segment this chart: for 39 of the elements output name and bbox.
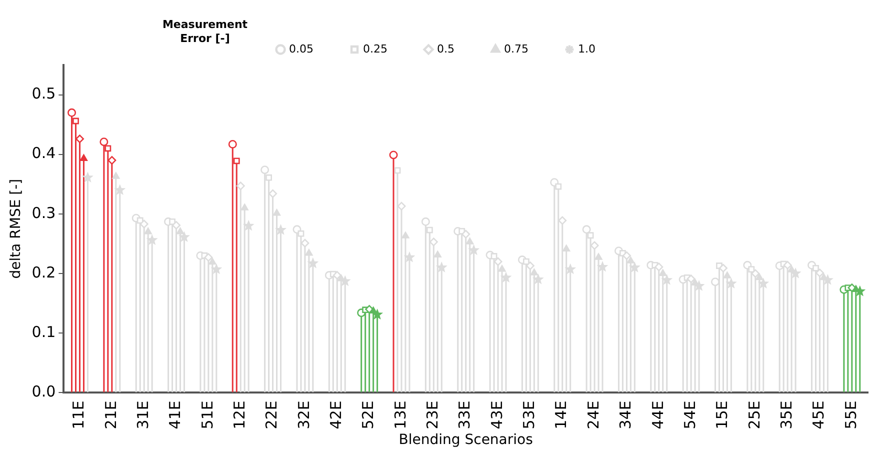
x-tick-label: 33E (456, 400, 474, 430)
x-axis-title: Blending Scenarios (398, 432, 533, 448)
x-tick-label: 13E (391, 400, 410, 430)
x-tick-label: 15E (713, 400, 732, 430)
x-tick-label: 41E (166, 400, 184, 430)
x-tick-label: 24E (584, 400, 602, 430)
legend-label: 0.75 (504, 42, 528, 56)
legend-title: Measurement Error [-] (161, 18, 249, 46)
x-tick-label: 55E (842, 400, 860, 430)
y-tick-label: 0.0 (32, 382, 56, 401)
legend-label: 0.5 (437, 42, 454, 56)
x-tick-label: 53E (520, 400, 538, 430)
x-tick-label: 44E (648, 400, 667, 430)
x-tick-label: 22E (262, 400, 281, 430)
x-tick-label: 54E (680, 400, 699, 430)
y-axis-title: delta RMSE [-] (8, 178, 24, 279)
x-tick-label: 51E (198, 400, 216, 430)
x-tick-label: 35E (777, 400, 796, 430)
legend-label: 1.0 (578, 42, 596, 56)
legend-label: 0.25 (363, 42, 388, 56)
legend-label: 0.05 (289, 42, 314, 56)
x-tick-label: 25E (745, 400, 764, 430)
x-tick-label: 14E (552, 400, 570, 430)
x-tick-label: 12E (230, 400, 249, 430)
x-tick-label: 34E (616, 400, 635, 430)
y-tick-label: 0.5 (32, 84, 56, 103)
x-tick-label: 31E (134, 400, 152, 430)
x-tick-label: 23E (424, 400, 442, 430)
x-tick-label: 45E (810, 400, 828, 430)
x-tick-label: 52E (359, 400, 378, 430)
x-tick-label: 42E (327, 400, 346, 430)
x-tick-label: 43E (488, 400, 506, 430)
y-tick-label: 0.4 (32, 144, 56, 162)
y-tick-label: 0.2 (32, 263, 56, 282)
x-tick-label: 11E (70, 400, 88, 430)
x-tick-label: 32E (294, 400, 313, 430)
y-tick-label: 0.3 (32, 204, 56, 222)
y-tick-label: 0.1 (32, 322, 56, 341)
x-tick-label: 21E (102, 400, 120, 430)
